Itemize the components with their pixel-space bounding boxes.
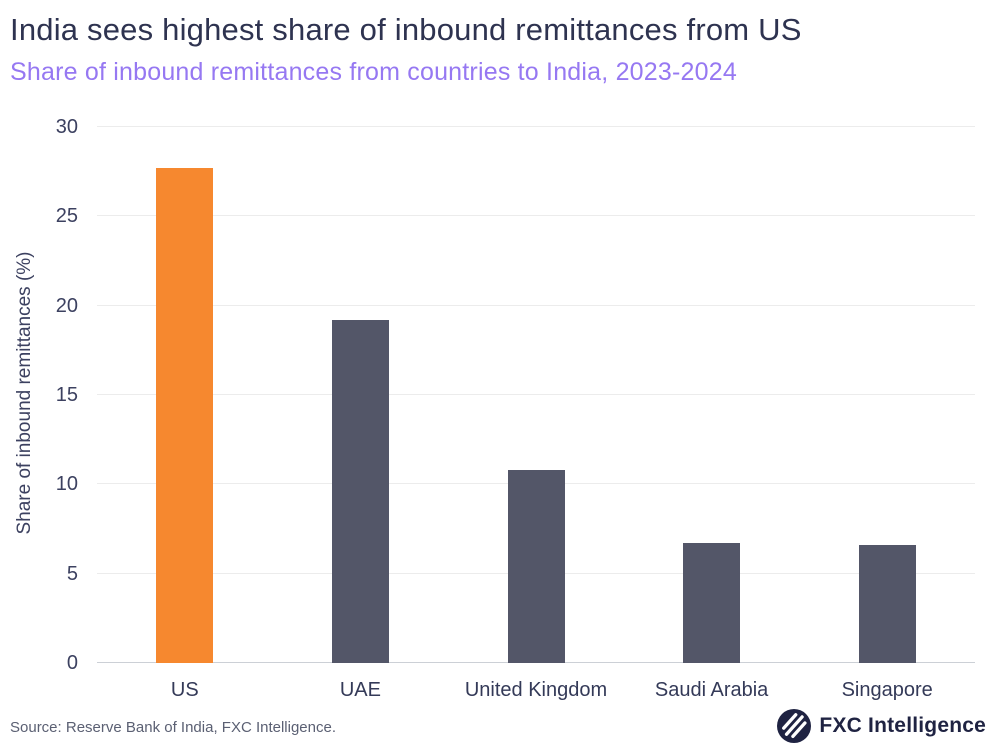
y-tick-label: 25 [55, 205, 78, 228]
y-tick-label: 30 [55, 116, 78, 138]
bar-saudi-arabia [683, 543, 741, 663]
gridline [97, 304, 975, 306]
y-axis-tick-labels: 0 5 10 15 20 25 30 [0, 117, 82, 673]
fxc-intelligence-logo-icon [777, 709, 812, 743]
x-tick-label: UAE [339, 679, 381, 701]
brand-logo: FXC Intelligence [777, 709, 986, 743]
gridline [97, 126, 975, 127]
x-tick-label: United Kingdom [464, 679, 608, 701]
y-tick-label: 0 [66, 652, 78, 674]
chart-title: India sees highest share of inbound remi… [10, 12, 802, 47]
x-tick-label: Saudi Arabia [654, 679, 769, 701]
y-tick-label: 15 [55, 384, 78, 406]
y-tick-label: 5 [66, 562, 78, 585]
gridline [97, 394, 975, 395]
bar-us [156, 168, 214, 663]
chart-plot-area [97, 126, 975, 663]
chart-subtitle: Share of inbound remittances from countr… [10, 58, 737, 86]
y-tick-label: 10 [55, 473, 78, 496]
bar-uae [331, 319, 389, 663]
y-tick-label: 20 [55, 294, 78, 317]
bar-singapore [858, 545, 916, 663]
x-tick-label: US [170, 679, 199, 701]
brand-name: FXC Intelligence [819, 714, 986, 737]
gridline [97, 215, 975, 217]
bar-united-kingdom [507, 470, 565, 663]
x-tick-label: Singapore [841, 679, 933, 701]
source-note: Source: Reserve Bank of India, FXC Intel… [10, 719, 337, 736]
x-axis-tick-labels: US UAE United Kingdom Saudi Arabia Singapore [97, 677, 975, 707]
bars-layer [97, 127, 975, 663]
